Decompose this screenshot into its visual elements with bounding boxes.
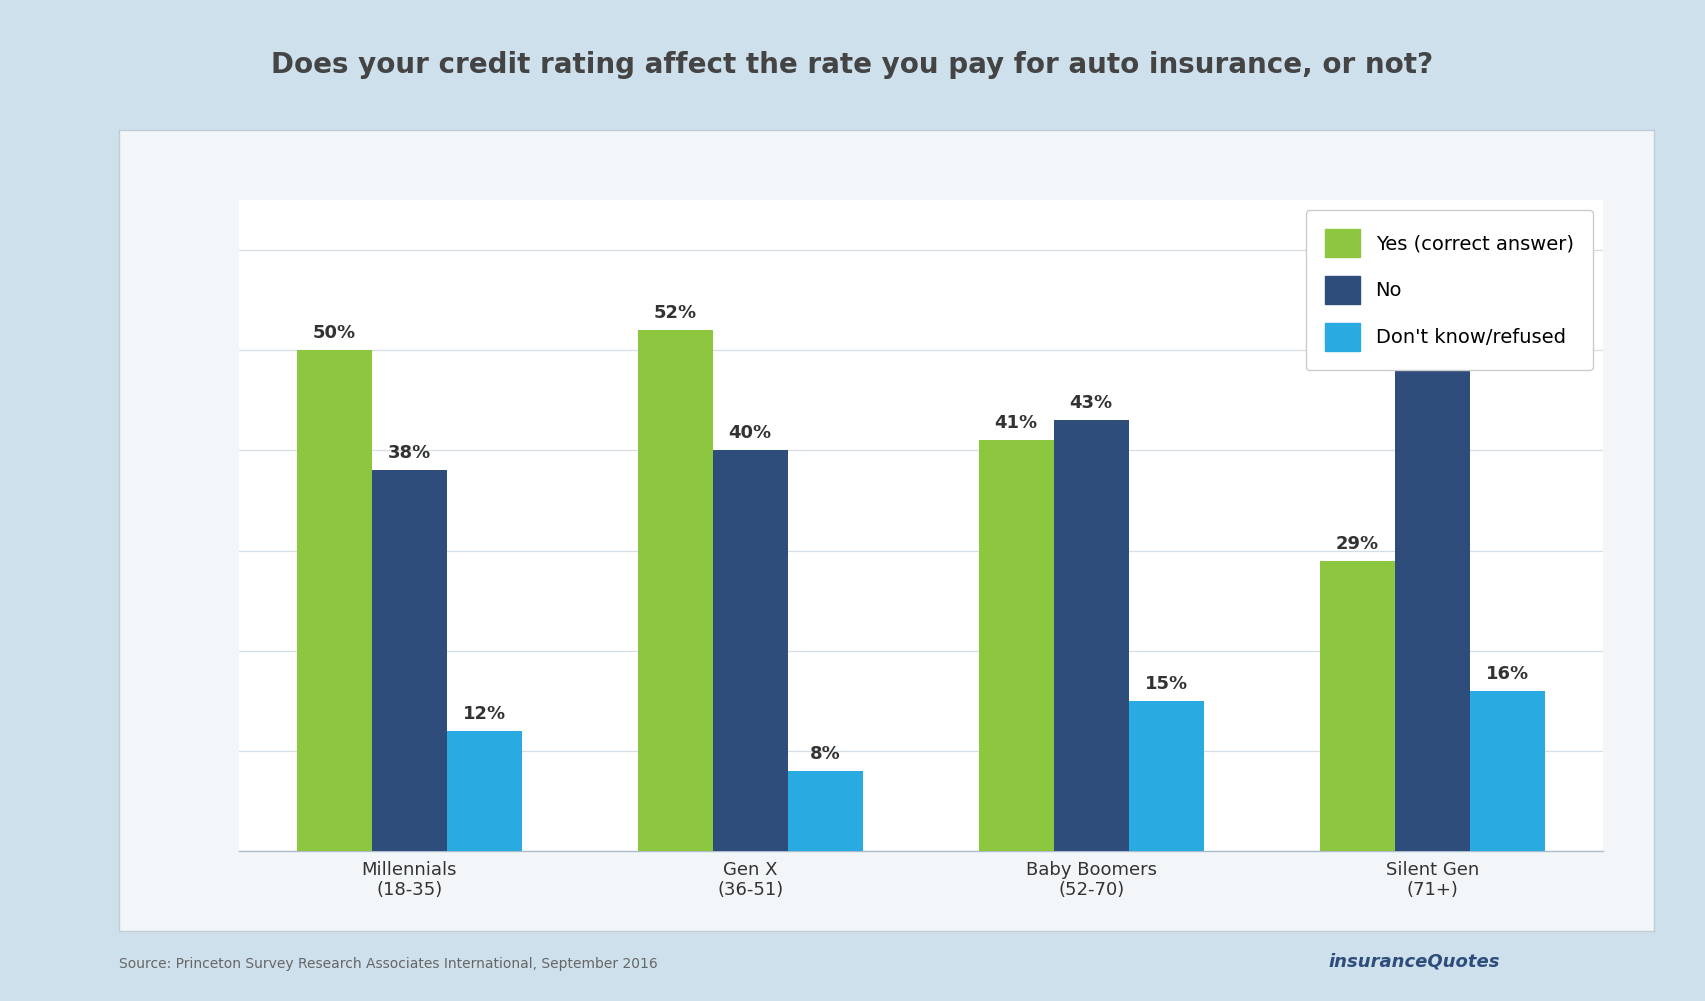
Legend: Yes (correct answer), No, Don't know/refused: Yes (correct answer), No, Don't know/ref…: [1306, 210, 1592, 370]
Bar: [1320, 561, 1395, 851]
Bar: [979, 440, 1054, 851]
Text: insuranceQuotes: insuranceQuotes: [1328, 953, 1500, 971]
Text: 15%: 15%: [1144, 675, 1188, 693]
Text: 12%: 12%: [462, 705, 506, 723]
Text: 41%: 41%: [994, 414, 1038, 432]
Bar: [1470, 691, 1545, 851]
Text: Source: Princeton Survey Research Associates International, September 2016: Source: Princeton Survey Research Associ…: [119, 957, 658, 971]
Text: Does your credit rating affect the rate you pay for auto insurance, or not?: Does your credit rating affect the rate …: [271, 51, 1434, 79]
Bar: [788, 771, 863, 851]
Text: 16%: 16%: [1485, 665, 1529, 683]
Text: 40%: 40%: [728, 424, 772, 442]
Bar: [1395, 320, 1470, 851]
Text: 43%: 43%: [1069, 394, 1113, 412]
Bar: [297, 350, 372, 851]
Bar: [638, 330, 713, 851]
Bar: [1129, 701, 1204, 851]
Bar: [372, 470, 447, 851]
Text: 38%: 38%: [387, 444, 431, 462]
Text: 52%: 52%: [653, 304, 697, 322]
Text: 29%: 29%: [1335, 535, 1379, 553]
Bar: [713, 450, 788, 851]
Bar: [1054, 420, 1129, 851]
Text: 50%: 50%: [312, 324, 356, 342]
Text: 53%: 53%: [1410, 294, 1454, 312]
Bar: [447, 731, 522, 851]
Text: 8%: 8%: [810, 745, 841, 763]
